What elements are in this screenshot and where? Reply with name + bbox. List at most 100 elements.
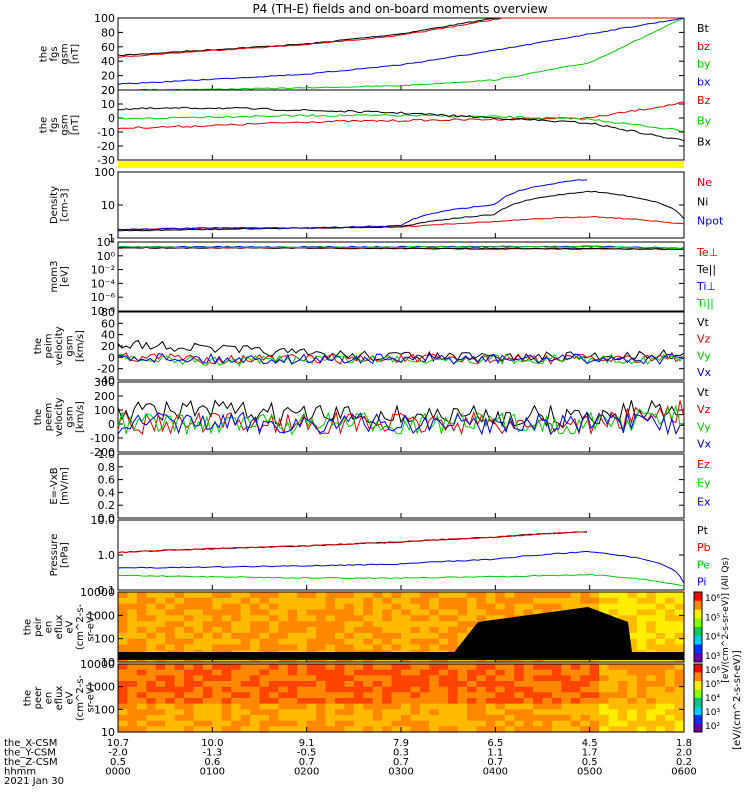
- spectrogram-cell: [297, 675, 308, 682]
- spectrogram-cell: [136, 726, 147, 733]
- spectrogram-cell: [646, 675, 657, 682]
- spectrogram-cell: [627, 681, 638, 688]
- spectrogram-cell: [202, 692, 213, 699]
- spectrogram-cell: [212, 632, 223, 640]
- spectrogram-cell: [193, 621, 204, 628]
- spectrogram-cell: [165, 592, 176, 599]
- spectrogram-cell: [448, 720, 459, 727]
- spectrogram-cell: [419, 597, 430, 605]
- spectrogram-cell: [551, 686, 562, 693]
- spectrogram-cell: [646, 592, 657, 599]
- spectrogram-cell: [193, 638, 204, 646]
- y-tick-label: 60: [101, 317, 115, 330]
- spectrogram-cell: [665, 627, 676, 634]
- spectrogram-cell: [240, 726, 251, 733]
- spectrogram-cell: [504, 703, 515, 710]
- spectrogram-cell: [344, 632, 355, 640]
- spectrogram-cell: [306, 592, 317, 599]
- x-row-value: 0000: [105, 767, 130, 778]
- spectrogram-cell: [589, 726, 600, 733]
- spectrogram-cell: [646, 715, 657, 722]
- spectrogram-cell: [617, 669, 628, 676]
- spectrogram-cell: [193, 698, 204, 705]
- series-Pi: [117, 550, 685, 584]
- spectrogram-cell: [533, 692, 544, 699]
- spectrogram-cell: [155, 597, 166, 605]
- spectrogram-cell: [334, 638, 345, 646]
- spectrogram-cell: [155, 698, 166, 705]
- spectrogram-cell: [457, 715, 468, 722]
- spectrogram-cell: [127, 703, 138, 710]
- spectrogram-cell: [344, 709, 355, 716]
- spectrogram-cell: [617, 681, 628, 688]
- x-row-value: 4.5: [582, 738, 598, 749]
- spectrogram-cell: [391, 669, 402, 676]
- spectrogram-cell: [476, 703, 487, 710]
- spectrogram-cell: [561, 669, 572, 676]
- spectrogram-cell: [495, 681, 506, 688]
- spectrogram-cell: [674, 603, 685, 611]
- spectrogram-cell: [127, 632, 138, 640]
- spectrogram-cell: [316, 692, 327, 699]
- spectrogram-cell: [523, 715, 534, 722]
- y-axis-label: the: [33, 409, 44, 425]
- spectrogram-cell: [476, 597, 487, 605]
- spectrogram-cell: [316, 709, 327, 716]
- spectrogram-cell: [278, 597, 289, 605]
- spectrogram-cell: [646, 615, 657, 622]
- spectrogram-cell: [287, 615, 298, 622]
- spectrogram-cell: [467, 726, 478, 733]
- spectrogram-cell: [617, 720, 628, 727]
- spectrogram-cell: [551, 709, 562, 716]
- spectrogram-cell: [297, 720, 308, 727]
- spectrogram-cell: [278, 703, 289, 710]
- spectrogram-cell: [306, 597, 317, 605]
- spectrogram-cell: [448, 669, 459, 676]
- spectrogram-cell: [533, 609, 544, 616]
- spectrogram-cell: [589, 703, 600, 710]
- spectrogram-cell: [617, 692, 628, 699]
- spectrogram-cell: [655, 669, 666, 676]
- spectrogram-cell: [495, 609, 506, 616]
- x-row-value: 2.0: [676, 748, 692, 759]
- spectrogram-cell: [599, 720, 610, 727]
- spectrogram-cell: [344, 615, 355, 622]
- spectrogram-cell: [655, 621, 666, 628]
- spectrogram-cell: [287, 609, 298, 616]
- spectrogram-cell: [617, 603, 628, 611]
- spectrogram-cell: [287, 664, 298, 671]
- spectrogram-cell: [250, 675, 261, 682]
- spectrogram-cell: [580, 669, 591, 676]
- spectrogram-cell: [448, 703, 459, 710]
- y-tick-label: 20: [101, 84, 115, 97]
- spectrogram-cell: [401, 709, 412, 716]
- spectrogram-cell: [278, 681, 289, 688]
- spectrogram-cell: [467, 681, 478, 688]
- spectrogram-cell: [372, 664, 383, 671]
- spectrogram-cell: [617, 709, 628, 716]
- spectrogram-cell: [240, 615, 251, 622]
- spectrogram-cell: [391, 644, 402, 651]
- spectrogram-cell: [533, 720, 544, 727]
- spectrogram-cell: [429, 675, 440, 682]
- spectrogram-cell: [278, 675, 289, 682]
- spectrogram-cell: [570, 720, 581, 727]
- spectrogram-cell: [136, 621, 147, 628]
- spectrogram-cell: [353, 720, 364, 727]
- spectrogram-cell: [636, 720, 647, 727]
- spectrogram-cell: [344, 627, 355, 634]
- spectrogram-cell: [334, 603, 345, 611]
- spectrogram-cell: [665, 603, 676, 611]
- spectrogram-cell: [240, 603, 251, 611]
- spectrogram-cell: [391, 675, 402, 682]
- spectrogram-cell: [419, 692, 430, 699]
- spectrogram-cell: [655, 715, 666, 722]
- spectrogram-cell: [608, 692, 619, 699]
- spectrogram-cell: [334, 597, 345, 605]
- spectrogram-cell: [268, 638, 279, 646]
- spectrogram-cell: [297, 615, 308, 622]
- y-axis-label: [nPa]: [59, 542, 70, 568]
- spectrogram-cell: [231, 703, 242, 710]
- spectrogram-cell: [334, 609, 345, 616]
